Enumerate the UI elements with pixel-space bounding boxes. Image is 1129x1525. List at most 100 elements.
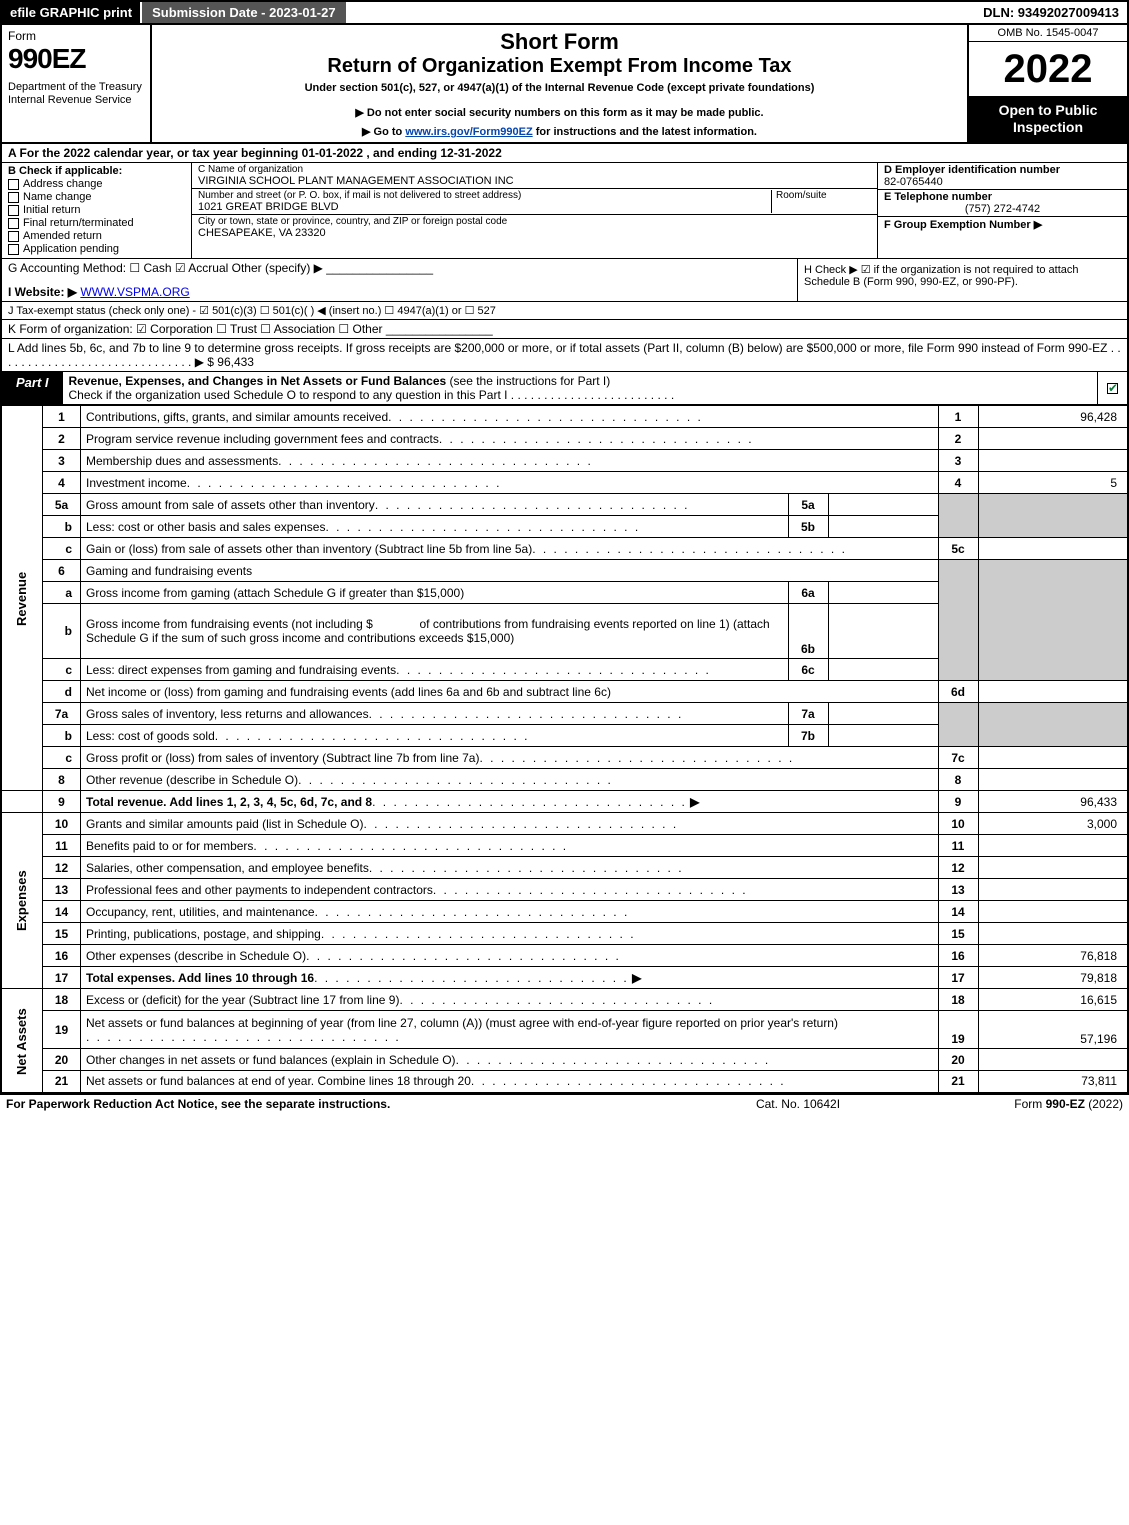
part-1-title-rest: (see the instructions for Part I) xyxy=(450,374,611,388)
line-10-rnum: 10 xyxy=(938,813,978,835)
line-18-val: 16,615 xyxy=(978,989,1128,1011)
line-1-val: 96,428 xyxy=(978,406,1128,428)
line-10-num: 10 xyxy=(43,813,81,835)
check-name-change[interactable]: Name change xyxy=(8,191,185,203)
line-1-desc: Contributions, gifts, grants, and simila… xyxy=(81,406,939,428)
line-20-val xyxy=(978,1049,1128,1071)
line-6d-val xyxy=(978,681,1128,703)
ein-label: D Employer identification number xyxy=(884,164,1121,176)
group-exemption-row: F Group Exemption Number ▶ xyxy=(878,217,1127,258)
part-1-check-line: Check if the organization used Schedule … xyxy=(69,388,675,402)
line-19-desc: Net assets or fund balances at beginning… xyxy=(81,1011,939,1049)
line-5c-val xyxy=(978,538,1128,560)
irs-link[interactable]: www.irs.gov/Form990EZ xyxy=(405,126,532,138)
open-to-public: Open to Public Inspection xyxy=(969,96,1127,142)
check-address-change[interactable]: Address change xyxy=(8,178,185,190)
line-5c-desc: Gain or (loss) from sale of assets other… xyxy=(81,538,939,560)
line-2-desc: Program service revenue including govern… xyxy=(81,428,939,450)
room-suite-label: Room/suite xyxy=(771,190,871,213)
line-14-val xyxy=(978,901,1128,923)
lines-table: Revenue 1 Contributions, gifts, grants, … xyxy=(0,405,1129,1094)
check-final-return[interactable]: Final return/terminated xyxy=(8,217,185,229)
address-row: Number and street (or P. O. box, if mail… xyxy=(192,189,877,215)
line-13-val xyxy=(978,879,1128,901)
line-10-val: 3,000 xyxy=(978,813,1128,835)
line-2-val xyxy=(978,428,1128,450)
line-1-rnum: 1 xyxy=(938,406,978,428)
part-1-label: Part I xyxy=(2,372,63,404)
efile-label[interactable]: efile GRAPHIC print xyxy=(2,2,140,23)
line-4-desc: Investment income xyxy=(81,472,939,494)
line-3-num: 3 xyxy=(43,450,81,472)
line-3-desc: Membership dues and assessments xyxy=(81,450,939,472)
omb-number: OMB No. 1545-0047 xyxy=(969,25,1127,42)
top-bar: efile GRAPHIC print Submission Date - 20… xyxy=(0,0,1129,25)
ein-row: D Employer identification number 82-0765… xyxy=(878,163,1127,190)
part-1-checkbox[interactable] xyxy=(1097,372,1127,404)
line-7c-val xyxy=(978,747,1128,769)
line-8-desc: Other revenue (describe in Schedule O) xyxy=(81,769,939,791)
header-center: Short Form Return of Organization Exempt… xyxy=(152,25,967,142)
line-7c-num: c xyxy=(43,747,81,769)
line-11-num: 11 xyxy=(43,835,81,857)
row-g: G Accounting Method: ☐ Cash ☑ Accrual Ot… xyxy=(8,261,791,275)
check-amended-return[interactable]: Amended return xyxy=(8,230,185,242)
form-header: Form 990EZ Department of the Treasury In… xyxy=(0,25,1129,144)
form-title: Return of Organization Exempt From Incom… xyxy=(160,55,959,78)
line-17-val: 79,818 xyxy=(978,967,1128,989)
line-16-num: 16 xyxy=(43,945,81,967)
line-5a-subval xyxy=(828,494,938,516)
line-18-rnum: 18 xyxy=(938,989,978,1011)
line-6-grey-val xyxy=(978,560,1128,681)
phone-row: E Telephone number (757) 272-4742 xyxy=(878,190,1127,217)
part-1-title-bold: Revenue, Expenses, and Changes in Net As… xyxy=(69,374,450,388)
line-8-val xyxy=(978,769,1128,791)
line-7a-sublbl: 7a xyxy=(788,703,828,725)
line-14-num: 14 xyxy=(43,901,81,923)
line-5a-num: 5a xyxy=(43,494,81,516)
website-link[interactable]: WWW.VSPMA.ORG xyxy=(80,285,189,299)
line-7-grey-val xyxy=(978,703,1128,747)
part-1-header: Part I Revenue, Expenses, and Changes in… xyxy=(0,372,1129,405)
row-k-form-org: K Form of organization: ☑ Corporation ☐ … xyxy=(0,320,1129,339)
header-right: OMB No. 1545-0047 2022 Open to Public In… xyxy=(967,25,1127,142)
part-1-title: Revenue, Expenses, and Changes in Net As… xyxy=(63,372,1097,404)
line-5b-sublbl: 5b xyxy=(788,516,828,538)
row-h-schedule-b: H Check ▶ ☑ if the organization is not r… xyxy=(797,259,1127,301)
line-18-desc: Excess or (deficit) for the year (Subtra… xyxy=(81,989,939,1011)
accounting-method: G Accounting Method: ☐ Cash ☑ Accrual Ot… xyxy=(2,259,797,301)
line-10-desc: Grants and similar amounts paid (list in… xyxy=(81,813,939,835)
check-application-pending[interactable]: Application pending xyxy=(8,243,185,255)
department-label: Department of the Treasury Internal Reve… xyxy=(8,81,144,107)
line-21-num: 21 xyxy=(43,1071,81,1093)
line-12-rnum: 12 xyxy=(938,857,978,879)
line-1-num: 1 xyxy=(43,406,81,428)
line-21-val: 73,811 xyxy=(978,1071,1128,1093)
section-expenses: Expenses xyxy=(1,813,43,989)
line-6c-subval xyxy=(828,659,938,681)
form-number: 990EZ xyxy=(8,43,144,75)
line-17-rnum: 17 xyxy=(938,967,978,989)
line-7b-desc: Less: cost of goods sold xyxy=(81,725,789,747)
group-exemption-label: F Group Exemption Number ▶ xyxy=(884,218,1121,231)
line-6a-sublbl: 6a xyxy=(788,582,828,604)
line-19-rnum: 19 xyxy=(938,1011,978,1049)
line-5b-subval xyxy=(828,516,938,538)
line-19-val: 57,196 xyxy=(978,1011,1128,1049)
line-15-rnum: 15 xyxy=(938,923,978,945)
org-name-row: C Name of organization VIRGINIA SCHOOL P… xyxy=(192,163,877,189)
line-11-desc: Benefits paid to or for members xyxy=(81,835,939,857)
paperwork-notice: For Paperwork Reduction Act Notice, see … xyxy=(6,1097,673,1111)
line-6-desc: Gaming and fundraising events xyxy=(81,560,939,582)
topbar-spacer xyxy=(346,2,976,23)
line-15-desc: Printing, publications, postage, and shi… xyxy=(81,923,939,945)
row-a-tax-year: A For the 2022 calendar year, or tax yea… xyxy=(0,144,1129,163)
goto-note: ▶ Go to www.irs.gov/Form990EZ for instru… xyxy=(160,125,959,138)
col-def: D Employer identification number 82-0765… xyxy=(877,163,1127,258)
line-2-num: 2 xyxy=(43,428,81,450)
line-15-num: 15 xyxy=(43,923,81,945)
line-5b-num: b xyxy=(43,516,81,538)
ein-value: 82-0765440 xyxy=(884,176,1121,188)
dln-label: DLN: 93492027009413 xyxy=(975,2,1127,23)
check-initial-return[interactable]: Initial return xyxy=(8,204,185,216)
